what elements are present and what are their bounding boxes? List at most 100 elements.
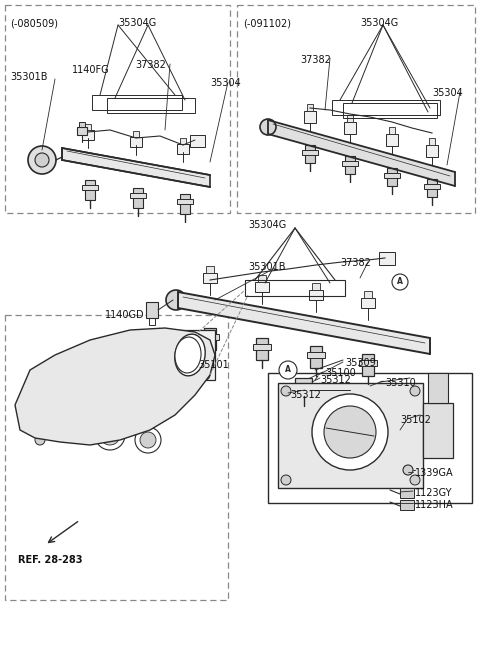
- Text: 35304: 35304: [210, 78, 241, 88]
- Bar: [203, 273, 217, 283]
- Circle shape: [200, 340, 210, 350]
- Bar: [400, 500, 414, 510]
- Circle shape: [403, 465, 413, 475]
- Bar: [342, 161, 358, 166]
- Bar: [292, 383, 315, 388]
- Text: 35301B: 35301B: [10, 72, 48, 82]
- Polygon shape: [62, 148, 210, 187]
- Circle shape: [200, 370, 210, 380]
- Circle shape: [410, 475, 420, 485]
- Bar: [79, 122, 85, 127]
- Bar: [163, 330, 215, 380]
- Circle shape: [324, 406, 376, 458]
- Circle shape: [281, 475, 291, 485]
- Bar: [424, 184, 440, 189]
- Text: 35304G: 35304G: [360, 18, 398, 28]
- Text: 35101: 35101: [198, 360, 229, 370]
- Bar: [206, 266, 214, 273]
- Bar: [345, 156, 355, 174]
- Text: 1140FG: 1140FG: [72, 65, 109, 75]
- Text: 35304: 35304: [432, 88, 463, 98]
- Text: 37382: 37382: [340, 258, 371, 268]
- Text: REF. 28-283: REF. 28-283: [18, 555, 83, 565]
- Bar: [429, 138, 435, 145]
- Text: 35100: 35100: [325, 368, 356, 378]
- Text: (-091102): (-091102): [243, 18, 291, 28]
- Circle shape: [166, 290, 186, 310]
- Polygon shape: [178, 292, 430, 354]
- Text: 37382: 37382: [135, 60, 166, 70]
- Ellipse shape: [175, 334, 205, 376]
- Circle shape: [28, 146, 56, 174]
- Bar: [310, 346, 322, 368]
- Text: 35304G: 35304G: [118, 18, 156, 28]
- Circle shape: [30, 373, 40, 383]
- Bar: [423, 403, 453, 458]
- Bar: [359, 360, 377, 366]
- Bar: [180, 138, 186, 144]
- Bar: [343, 103, 437, 118]
- Bar: [253, 344, 271, 350]
- Bar: [177, 144, 189, 154]
- Bar: [428, 373, 448, 403]
- Text: 1140GD: 1140GD: [105, 310, 144, 320]
- Bar: [201, 334, 219, 340]
- Bar: [245, 280, 345, 296]
- Bar: [295, 378, 312, 396]
- Bar: [362, 354, 374, 376]
- Bar: [332, 100, 440, 115]
- Polygon shape: [268, 120, 455, 186]
- Bar: [426, 145, 438, 157]
- Bar: [305, 145, 315, 163]
- Circle shape: [100, 425, 120, 445]
- Text: 35312: 35312: [320, 375, 351, 385]
- Bar: [255, 282, 269, 292]
- Circle shape: [95, 420, 125, 450]
- Circle shape: [140, 432, 156, 448]
- Bar: [400, 488, 414, 498]
- Bar: [258, 275, 266, 282]
- Bar: [344, 122, 356, 134]
- Text: 1123GY: 1123GY: [415, 488, 453, 498]
- Bar: [82, 130, 94, 140]
- Circle shape: [260, 119, 276, 135]
- Circle shape: [62, 407, 88, 433]
- Text: 35309: 35309: [345, 358, 376, 368]
- Bar: [92, 95, 182, 110]
- Text: 37382: 37382: [300, 55, 331, 65]
- Text: 35312: 35312: [290, 390, 321, 400]
- Bar: [307, 352, 325, 358]
- Bar: [130, 193, 146, 198]
- Bar: [149, 318, 155, 325]
- Bar: [364, 291, 372, 298]
- Text: 35310: 35310: [385, 378, 416, 388]
- Circle shape: [35, 435, 45, 445]
- Bar: [307, 104, 313, 111]
- Bar: [107, 98, 195, 113]
- Bar: [386, 134, 398, 146]
- Polygon shape: [15, 328, 215, 445]
- Bar: [204, 328, 216, 350]
- Bar: [133, 131, 139, 137]
- Text: 1339GA: 1339GA: [415, 468, 454, 478]
- Ellipse shape: [181, 341, 199, 369]
- Bar: [177, 199, 193, 204]
- Bar: [268, 373, 472, 503]
- Bar: [387, 168, 397, 186]
- Bar: [379, 252, 395, 265]
- Circle shape: [281, 386, 291, 396]
- Bar: [237, 5, 475, 213]
- Text: A: A: [397, 277, 403, 286]
- Bar: [389, 127, 395, 134]
- Text: (-080509): (-080509): [10, 18, 58, 28]
- Bar: [5, 5, 230, 213]
- Circle shape: [392, 274, 408, 290]
- Circle shape: [35, 153, 49, 167]
- Bar: [309, 290, 323, 300]
- Circle shape: [312, 394, 388, 470]
- Bar: [130, 137, 142, 147]
- Text: 35301B: 35301B: [248, 262, 286, 272]
- Circle shape: [57, 402, 93, 438]
- Circle shape: [410, 386, 420, 396]
- Bar: [190, 135, 205, 147]
